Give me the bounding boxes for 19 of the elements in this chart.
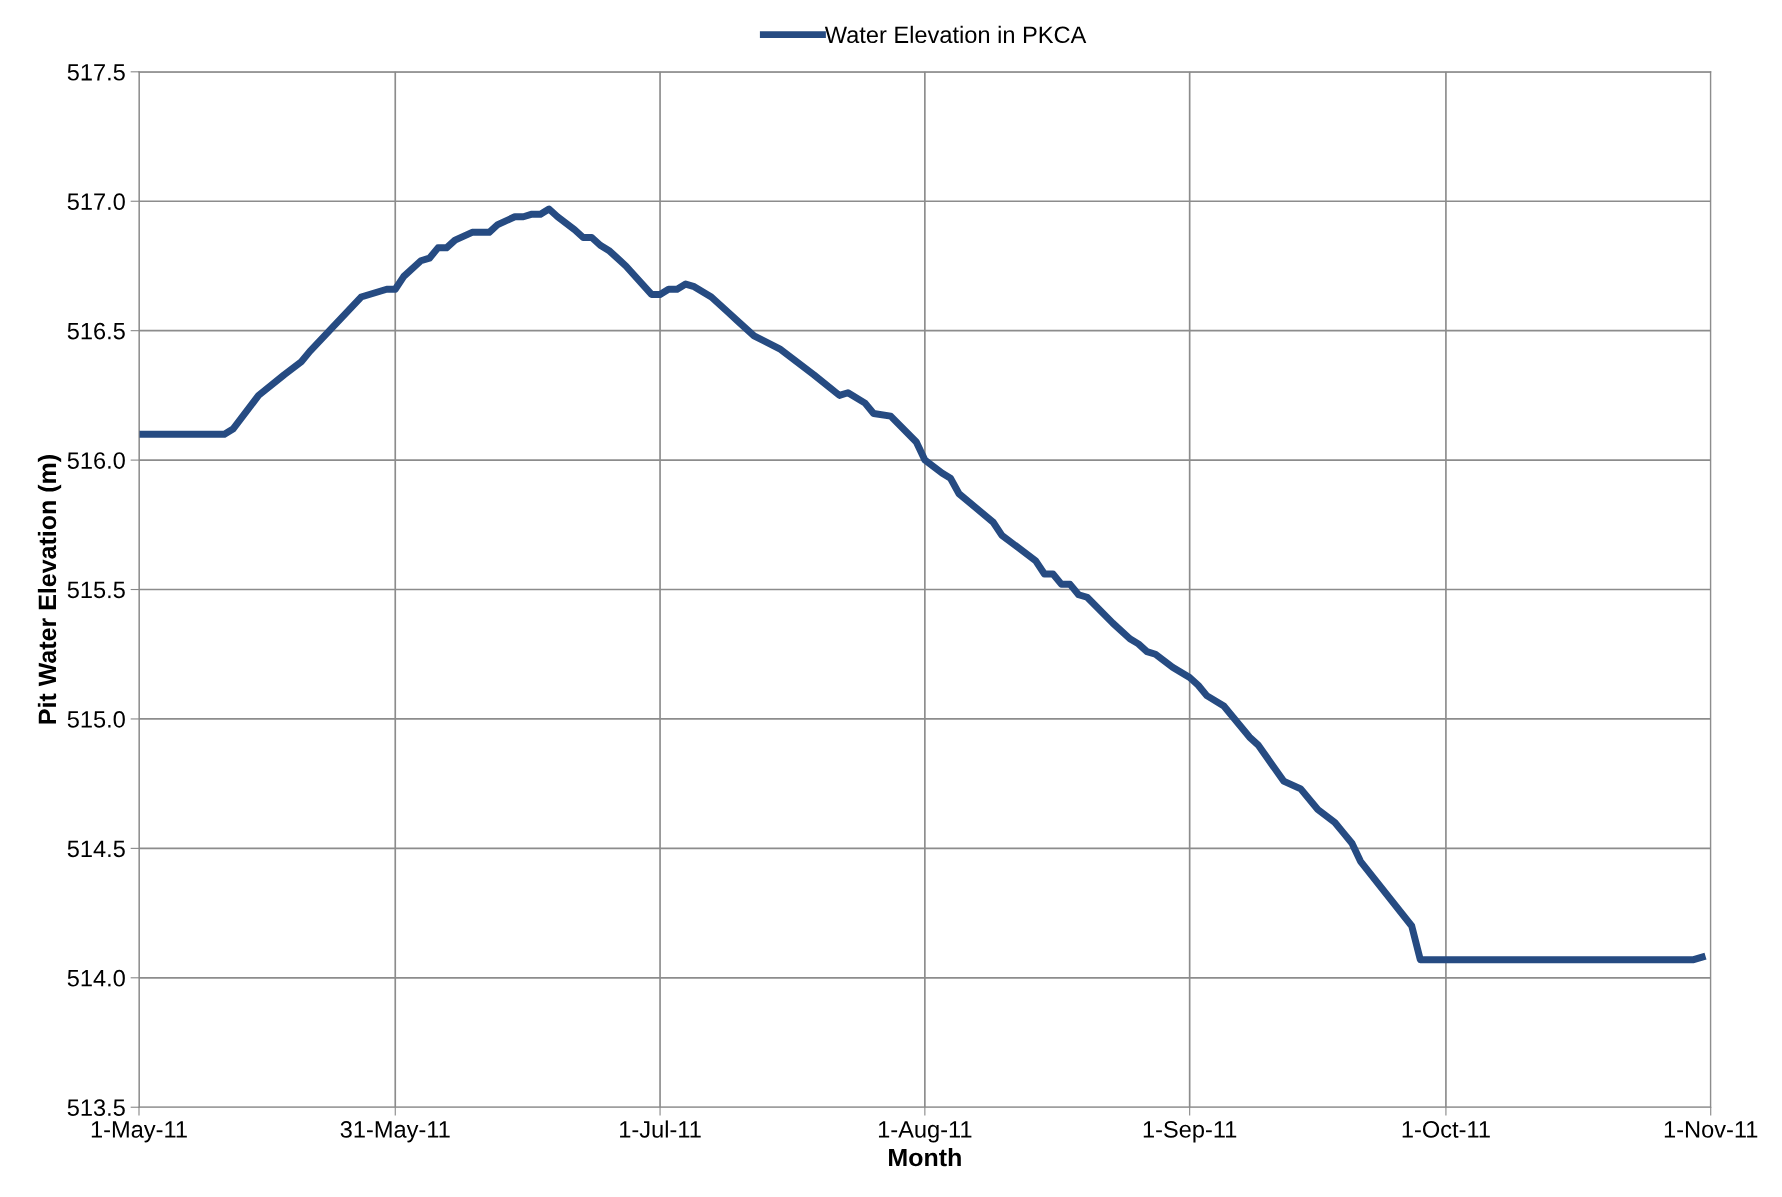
x-tick-label: 31-May-11	[340, 1121, 450, 1143]
x-tick-label: 1-Aug-11	[878, 1121, 972, 1143]
y-tick-label: 514.0	[67, 969, 125, 987]
y-tick-label: 517.5	[67, 64, 125, 81]
x-axis-title: Month	[889, 1147, 961, 1167]
y-tick-label: 516.5	[67, 322, 125, 340]
y-tick-label: 516.0	[67, 452, 125, 469]
y-axis-title: Pit Water Elevation (m)	[37, 455, 62, 724]
x-tick-label: 1-Nov-11	[1664, 1121, 1758, 1138]
x-tick-label: 1-Sep-11	[1143, 1121, 1237, 1143]
y-tick-label: 515.0	[67, 711, 125, 728]
y-tick-label: 513.5	[67, 1099, 125, 1117]
y-tick-label: 514.5	[67, 840, 125, 858]
x-tick-label: 1-May-11	[91, 1121, 187, 1143]
x-tick-label: 1-Jul-11	[620, 1120, 701, 1138]
x-tick-label: 1-Oct-11	[1402, 1121, 1490, 1138]
legend-label: Water Elevation in PKCA	[824, 25, 1087, 44]
y-tick-label: 517.0	[67, 193, 125, 211]
y-tick-label: 515.5	[67, 581, 125, 599]
